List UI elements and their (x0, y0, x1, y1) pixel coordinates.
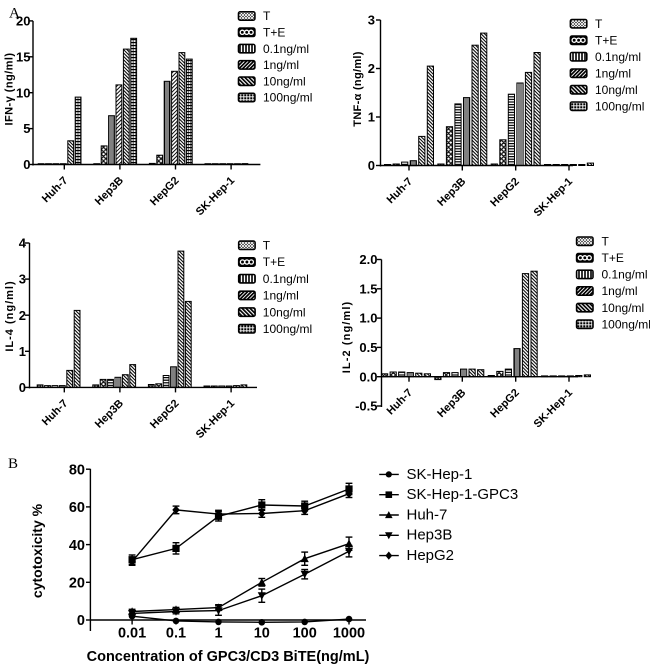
svg-text:TNF-α (ng/ml): TNF-α (ng/ml) (352, 51, 364, 126)
svg-text:15: 15 (16, 49, 30, 64)
svg-text:T+E: T+E (595, 33, 617, 47)
svg-text:HepG2: HepG2 (407, 547, 455, 564)
svg-text:100ng/ml: 100ng/ml (602, 317, 650, 331)
svg-text:10: 10 (16, 85, 30, 100)
svg-text:1: 1 (368, 110, 375, 125)
svg-text:100ng/ml: 100ng/ml (263, 91, 312, 105)
svg-text:B: B (8, 456, 18, 472)
svg-text:SK-Hep-1: SK-Hep-1 (407, 466, 473, 483)
svg-text:10ng/ml: 10ng/ml (602, 301, 645, 315)
svg-text:1: 1 (214, 626, 222, 642)
svg-text:0.1: 0.1 (166, 626, 186, 642)
svg-text:3: 3 (19, 272, 26, 287)
svg-text:10ng/ml: 10ng/ml (263, 305, 306, 319)
svg-text:0.5: 0.5 (359, 340, 377, 355)
svg-text:60: 60 (69, 500, 85, 516)
svg-text:20: 20 (69, 576, 85, 592)
svg-text:Huh-7: Huh-7 (407, 506, 448, 523)
svg-text:1.0: 1.0 (359, 311, 377, 326)
svg-text:80: 80 (69, 462, 85, 478)
svg-text:1ng/ml: 1ng/ml (602, 284, 638, 298)
svg-text:T: T (595, 17, 603, 31)
svg-text:IL-4 (ng/ml): IL-4 (ng/ml) (4, 280, 16, 351)
svg-text:Concentration of GPC3/CD3 BiTE: Concentration of GPC3/CD3 BiTE(ng/mL) (87, 649, 370, 665)
svg-text:Hep3B: Hep3B (407, 527, 453, 544)
svg-text:10ng/ml: 10ng/ml (263, 74, 306, 88)
svg-text:T: T (263, 239, 271, 253)
svg-text:1.5: 1.5 (359, 281, 377, 296)
svg-text:cytotoxicity %: cytotoxicity % (29, 503, 45, 598)
svg-text:5: 5 (23, 121, 30, 136)
svg-text:2.0: 2.0 (359, 252, 377, 267)
svg-text:-0.5: -0.5 (355, 399, 377, 414)
svg-text:1: 1 (19, 344, 26, 359)
svg-text:T+E: T+E (263, 255, 285, 269)
svg-text:1000: 1000 (333, 626, 365, 642)
svg-text:0.01: 0.01 (118, 626, 146, 642)
svg-text:0.1ng/ml: 0.1ng/ml (263, 42, 309, 56)
svg-text:1ng/ml: 1ng/ml (263, 289, 299, 303)
svg-text:0.0: 0.0 (359, 369, 377, 384)
svg-text:10: 10 (254, 626, 270, 642)
svg-text:100: 100 (293, 626, 317, 642)
svg-text:SK-Hep-1-GPC3: SK-Hep-1-GPC3 (407, 486, 519, 503)
svg-text:2: 2 (368, 61, 375, 76)
svg-text:100ng/ml: 100ng/ml (263, 322, 312, 336)
svg-text:3: 3 (368, 13, 375, 28)
svg-text:IL-2 (ng/ml): IL-2 (ng/ml) (341, 301, 353, 373)
svg-text:T: T (602, 234, 610, 248)
svg-text:IFN-γ (ng/ml): IFN-γ (ng/ml) (4, 52, 16, 125)
svg-text:T+E: T+E (602, 251, 624, 265)
svg-text:20: 20 (16, 14, 30, 29)
svg-text:0.1ng/ml: 0.1ng/ml (602, 268, 648, 282)
svg-text:0: 0 (19, 380, 26, 395)
svg-text:4: 4 (19, 236, 27, 251)
svg-text:2: 2 (19, 308, 26, 323)
svg-text:1ng/ml: 1ng/ml (595, 66, 631, 80)
svg-text:0: 0 (368, 158, 375, 173)
svg-text:1ng/ml: 1ng/ml (263, 58, 299, 72)
svg-text:0.1ng/ml: 0.1ng/ml (595, 50, 641, 64)
svg-text:T+E: T+E (263, 26, 285, 40)
svg-text:T: T (263, 9, 271, 23)
svg-text:0.1ng/ml: 0.1ng/ml (263, 272, 309, 286)
svg-text:0: 0 (77, 613, 85, 629)
svg-text:40: 40 (69, 538, 85, 554)
svg-text:10ng/ml: 10ng/ml (595, 83, 638, 97)
svg-text:A: A (9, 6, 20, 22)
svg-text:100ng/ml: 100ng/ml (595, 99, 644, 113)
svg-text:0: 0 (23, 157, 30, 172)
